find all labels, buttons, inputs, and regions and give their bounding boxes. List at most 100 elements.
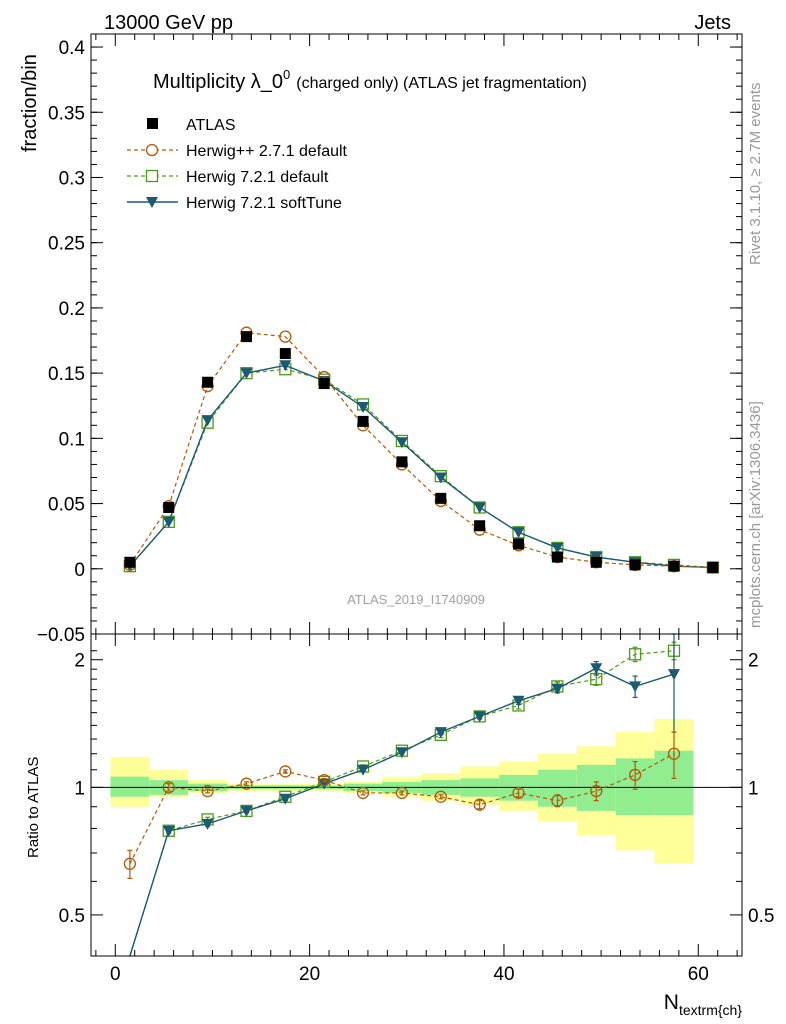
ratio-point-herwig7-softtune: [667, 669, 680, 681]
ratio-point-herwig7-softtune: [162, 825, 175, 837]
ratio-point-herwigpp: [395, 786, 409, 800]
ratio-tick-label-right: 0.5: [748, 906, 774, 927]
x-axis-label-main: N: [664, 991, 679, 1014]
header-jets-label: Jets: [694, 12, 731, 34]
data-point-herwig7-softtune: [551, 542, 564, 554]
data-point-atlas: [551, 551, 563, 563]
ratio-point-herwigpp: [356, 786, 370, 800]
ratio-tick-label-right: 2: [748, 651, 759, 672]
legend-label-herwig7-softtune: Herwig 7.2.1 softTune: [186, 195, 342, 212]
ratio-point-herwigpp: [667, 747, 681, 760]
y-tick-label: 0.3: [59, 168, 85, 189]
ratio-point-herwigpp: [123, 857, 137, 870]
ratio-point-herwig7-default: [628, 648, 642, 661]
ratio-point-herwig7-softtune: [395, 747, 408, 759]
y-tick-label: 0.25: [48, 234, 85, 255]
x-tick-label: 40: [493, 964, 514, 985]
legend-marker-herwigpp: [145, 143, 159, 157]
ratio-tick-label-right: 1: [748, 778, 759, 799]
x-tick-label: 20: [299, 964, 320, 985]
chart-title-superscript: 0: [283, 67, 290, 82]
data-point-atlas: [435, 492, 447, 504]
ratio-panel-series: [123, 633, 681, 957]
ratio-point-herwigpp: [434, 790, 447, 803]
y-tick-label: 0.1: [59, 429, 85, 450]
data-point-atlas: [279, 348, 291, 360]
data-point-herwig7-softtune: [512, 527, 525, 539]
data-point-herwig7-softtune: [201, 415, 214, 427]
ratio-point-herwigpp: [240, 777, 253, 790]
ratio-point-herwigpp: [162, 781, 175, 794]
green-band-bin: [110, 776, 150, 797]
data-point-herwig7-softtune: [395, 437, 408, 449]
ratio-tick-label-left: 2: [74, 651, 85, 672]
ratio-point-herwig7-softtune: [590, 663, 603, 675]
chart-title-suffix: (charged only) (ATLAS jet fragmentation): [296, 75, 587, 92]
ratio-point-herwig7-softtune: [629, 681, 642, 693]
chart-title-main: Multiplicity λ_0: [153, 71, 283, 93]
ratio-point-herwig7-softtune: [279, 793, 292, 805]
ratio-point-herwigpp: [201, 784, 214, 798]
y-tick-label: 0.05: [48, 495, 85, 516]
series-line-herwig7-default: [129, 368, 713, 569]
ratio-point-herwigpp: [628, 768, 642, 782]
analysis-watermark: ATLAS_2019_I1740909: [347, 592, 485, 607]
mcplots-credit-label: mcplots.cern.ch [arXiv:1306.3436]: [747, 401, 764, 628]
ratio-point-herwig7-softtune: [201, 818, 214, 830]
data-point-herwig7-softtune: [473, 502, 486, 514]
data-point-atlas: [240, 331, 252, 343]
legend: ATLAS Herwig++ 2.7.1 default Herwig 7.2.…: [127, 117, 348, 212]
data-point-atlas: [474, 520, 486, 532]
ratio-point-herwigpp: [590, 784, 603, 798]
y-tick-label: −0.05: [37, 625, 85, 646]
ratio-point-herwig7-softtune: [357, 764, 370, 776]
legend-marker-herwig7-default: [145, 169, 159, 183]
data-point-atlas: [318, 378, 330, 390]
y-axis-label: fraction/bin: [19, 54, 41, 152]
legend-label-atlas: ATLAS: [186, 117, 236, 134]
y-tick-label: 0.4: [59, 38, 86, 59]
data-point-herwig7-softtune: [240, 368, 253, 380]
y-tick-label: 0: [74, 560, 85, 581]
data-point-atlas: [163, 501, 175, 513]
ratio-point-herwig7-softtune: [512, 695, 525, 707]
legend-label-herwigpp: Herwig++ 2.7.1 default: [186, 143, 348, 160]
ratio-tick-label-left: 0.5: [59, 906, 85, 927]
ratio-point-herwigpp: [512, 786, 525, 800]
ratio-point-herwigpp: [551, 794, 564, 807]
ratio-point-herwig7-softtune: [473, 711, 486, 723]
legend-label-herwig7-default: Herwig 7.2.1 default: [186, 169, 329, 186]
ratio-point-herwigpp: [473, 798, 486, 811]
rivet-version-label: Rivet 3.1.10, ≥ 2.7M events: [747, 83, 764, 266]
ratio-point-herwig7-softtune: [240, 805, 253, 817]
ratio-uncertainty-bands: [91, 718, 742, 864]
ratio-panel-frame: [90, 633, 743, 957]
data-point-atlas: [202, 376, 214, 388]
data-point-atlas: [629, 559, 641, 571]
data-point-atlas: [590, 556, 602, 568]
header-energy-label: 13000 GeV pp: [104, 12, 233, 34]
data-point-herwig7-softtune: [279, 360, 292, 372]
x-axis-label-sub: textrm{ch}: [679, 1002, 742, 1018]
data-point-atlas: [357, 415, 369, 427]
data-point-atlas: [513, 538, 525, 550]
legend-marker-herwig7-softtune: [146, 197, 158, 208]
data-point-atlas: [707, 561, 719, 573]
ratio-point-herwigpp: [279, 765, 292, 778]
data-point-herwigpp: [279, 330, 292, 343]
ratio-point-herwigpp: [318, 773, 331, 787]
data-point-herwig7-softtune: [434, 472, 447, 484]
ratio-point-herwig7-softtune: [434, 727, 447, 739]
ratio-tick-label-left: 1: [74, 778, 85, 799]
x-tick-label: 60: [688, 964, 709, 985]
main-panel-series: [123, 326, 720, 574]
series-line-herwigpp: [129, 332, 713, 569]
ratio-point-herwig7-softtune: [551, 683, 564, 695]
data-point-atlas: [668, 560, 680, 572]
data-point-atlas: [124, 556, 136, 568]
y-tick-label: 0.15: [48, 364, 85, 385]
y-tick-label: 0.35: [48, 103, 85, 124]
chart-title: Multiplicity λ_00 (charged only) (ATLAS j…: [153, 67, 587, 93]
